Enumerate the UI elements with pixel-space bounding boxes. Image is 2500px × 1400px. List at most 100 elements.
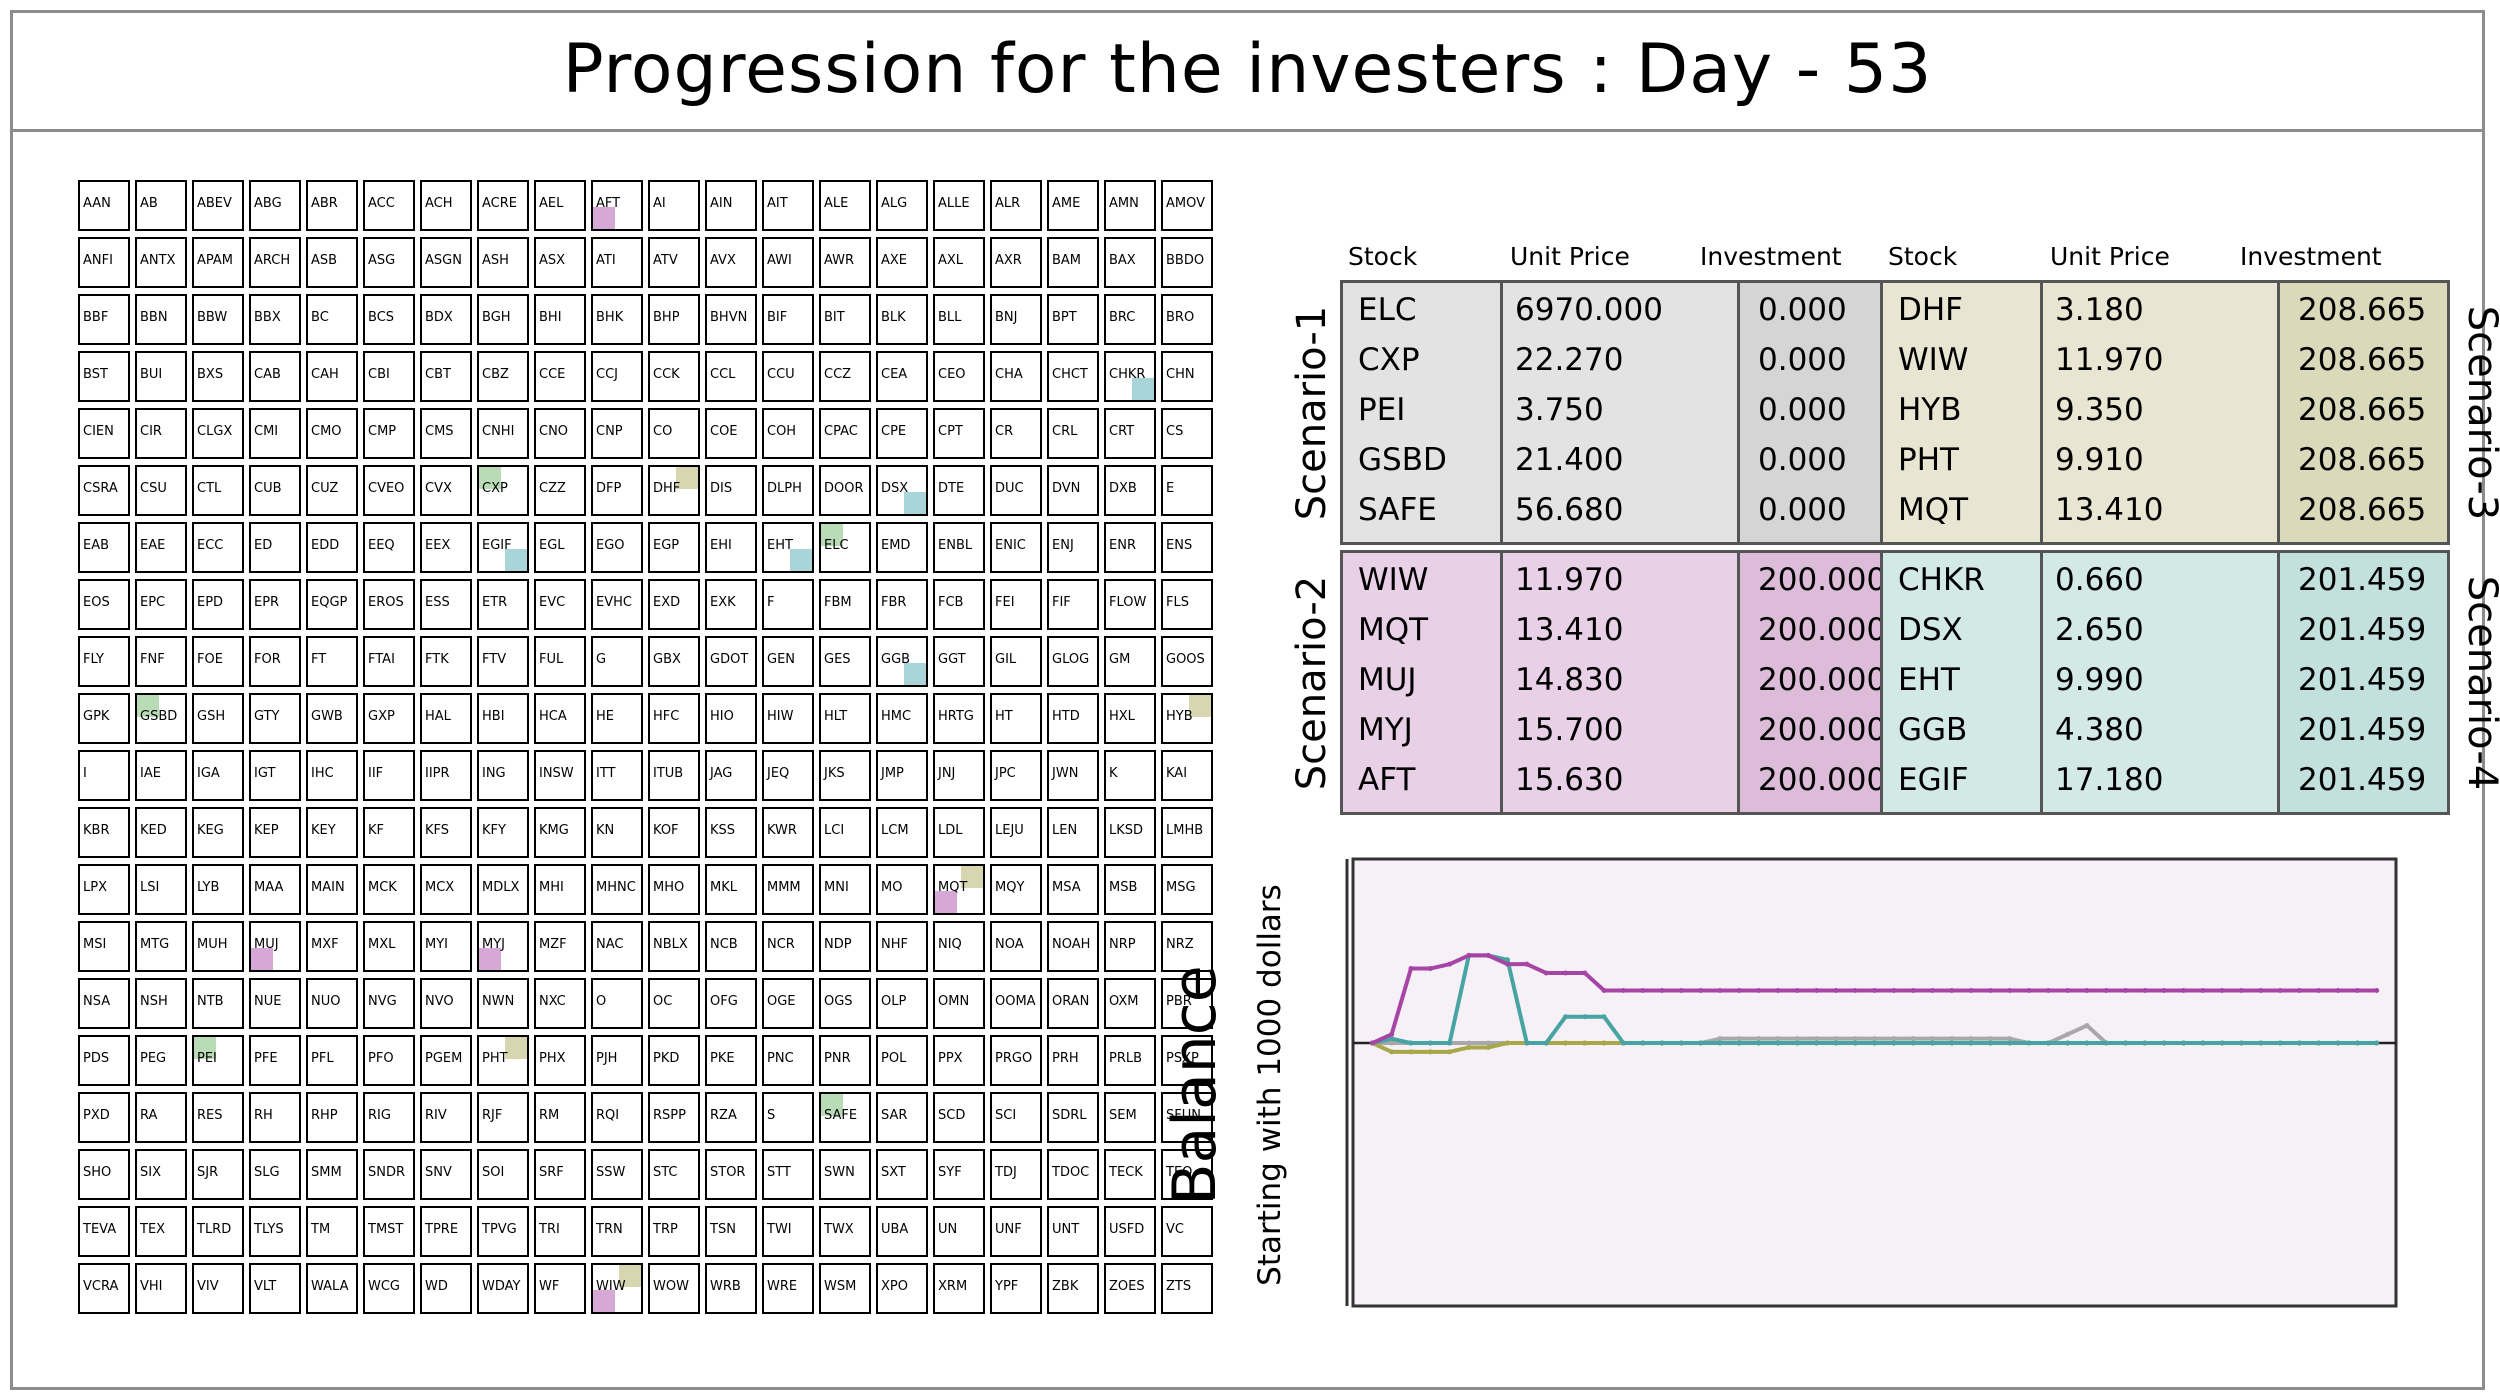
ticker-cell: FBR [876,579,928,630]
ticker-label: WRE [767,1279,798,1294]
ticker-label: BBDO [1166,253,1205,268]
ticker-cell: EPD [192,579,244,630]
ticker-label: PJH [596,1051,618,1066]
ticker-cell: BST [78,351,130,402]
data-point-scenario-4 [2045,1040,2051,1046]
ticker-label: OOMA [995,994,1036,1009]
ticker-label: VIV [197,1279,219,1294]
ticker-label: TWI [767,1222,792,1237]
table-row: CXP 22.270 0.000 [1343,336,1907,386]
cell-stock: MUJ [1358,662,1417,698]
ticker-cell: MUJ [249,921,301,972]
cell-stock: EHT [1898,662,1960,698]
ticker-cell: FUL [534,636,586,687]
ticker-label: BIT [824,310,845,325]
ticker-label: JKS [824,766,845,781]
ticker-label: VCRA [83,1279,119,1294]
ticker-cell: ACH [420,180,472,231]
ticker-label: FCB [938,595,964,610]
ticker-label: AB [140,196,158,211]
data-point-scenario-1 [1466,1040,1472,1046]
ticker-cell: RSPP [648,1092,700,1143]
ticker-cell: TECK [1104,1149,1156,1200]
ticker-label: BCS [368,310,395,325]
ticker-label: GBX [653,652,681,667]
ticker-label: FBM [824,595,852,610]
ticker-cell: PRGO [990,1035,1042,1086]
ticker-label: IHC [311,766,334,781]
column-header-stock: Stock [1348,242,1418,271]
ticker-cell: LEJU [990,807,1042,858]
ticker-label: BBW [197,310,228,325]
ticker-label: BRC [1109,310,1136,325]
ticker-cell: BHK [591,294,643,345]
ticker-cell: ASGN [420,237,472,288]
ticker-cell: NVO [420,978,472,1029]
data-point-scenario-4 [1698,1040,1704,1046]
ticker-cell: TWI [762,1206,814,1257]
ticker-label: TRP [653,1222,678,1237]
ticker-cell: FOE [192,636,244,687]
ticker-label: BHVN [710,310,748,325]
ticker-cell: PXD [78,1092,130,1143]
cell-investment: 201.459 [2298,562,2427,598]
ticker-cell: ASB [306,237,358,288]
ticker-label: CIEN [83,424,114,439]
ticker-cell: FOR [249,636,301,687]
ticker-label: EGO [596,538,625,553]
ticker-cell: BHI [534,294,586,345]
ticker-label: PBR [1166,994,1192,1009]
data-point-scenario-2 [1562,970,1568,976]
ticker-label: NRP [1109,937,1136,952]
data-point-scenario-1 [1968,1036,1974,1042]
ticker-label: MZF [539,937,567,952]
ticker-cell: PPX [933,1035,985,1086]
ticker-label: MUJ [254,937,279,952]
ticker-label: LSI [140,880,160,895]
ticker-label: LDL [938,823,963,838]
ticker-cell: OLP [876,978,928,1029]
ticker-cell: EVC [534,579,586,630]
ticker-label: CBI [368,367,390,382]
ticker-label: CHKR [1109,367,1146,382]
ticker-label: RES [197,1108,223,1123]
ticker-cell: SIX [135,1149,187,1200]
ticker-label: SRF [539,1165,564,1180]
ticker-label: OGE [767,994,796,1009]
ticker-label: EGP [653,538,680,553]
scenario-4-holding-marker [790,549,812,571]
ticker-cell: BNJ [990,294,1042,345]
ticker-cell: OGE [762,978,814,1029]
ticker-label: HRTG [938,709,974,724]
ticker-cell: NUO [306,978,358,1029]
ticker-label: CBT [425,367,451,382]
table-row: MQT 13.410 200.000 [1343,606,1907,656]
ticker-cell: ITT [591,750,643,801]
scenario-2-holding-marker [593,207,615,229]
data-point-scenario-2 [2142,987,2148,993]
cell-price: 3.750 [1515,392,1604,428]
ticker-cell: BBF [78,294,130,345]
data-point-scenario-3 [1447,1049,1453,1055]
ticker-label: WALA [311,1279,349,1294]
ticker-label: KEY [311,823,336,838]
ticker-cell: MCX [420,864,472,915]
ticker-cell: EEQ [363,522,415,573]
ticker-label: OGS [824,994,853,1009]
ticker-label: ZOES [1109,1279,1145,1294]
ticker-label: TRI [539,1222,560,1237]
ticker-label: YPF [995,1279,1019,1294]
ticker-cell: RH [249,1092,301,1143]
data-point-scenario-1 [2065,1031,2071,1037]
ticker-cell: IHC [306,750,358,801]
ticker-cell: ED [249,522,301,573]
cell-price: 0.660 [2055,562,2144,598]
data-point-scenario-2 [1833,987,1839,993]
ticker-cell: ANTX [135,237,187,288]
ticker-cell: CRT [1104,408,1156,459]
ticker-cell: GOOS [1161,636,1213,687]
ticker-cell: BBN [135,294,187,345]
ticker-label: IIPR [425,766,450,781]
ticker-cell: MMM [762,864,814,915]
ticker-label: GIL [995,652,1017,667]
